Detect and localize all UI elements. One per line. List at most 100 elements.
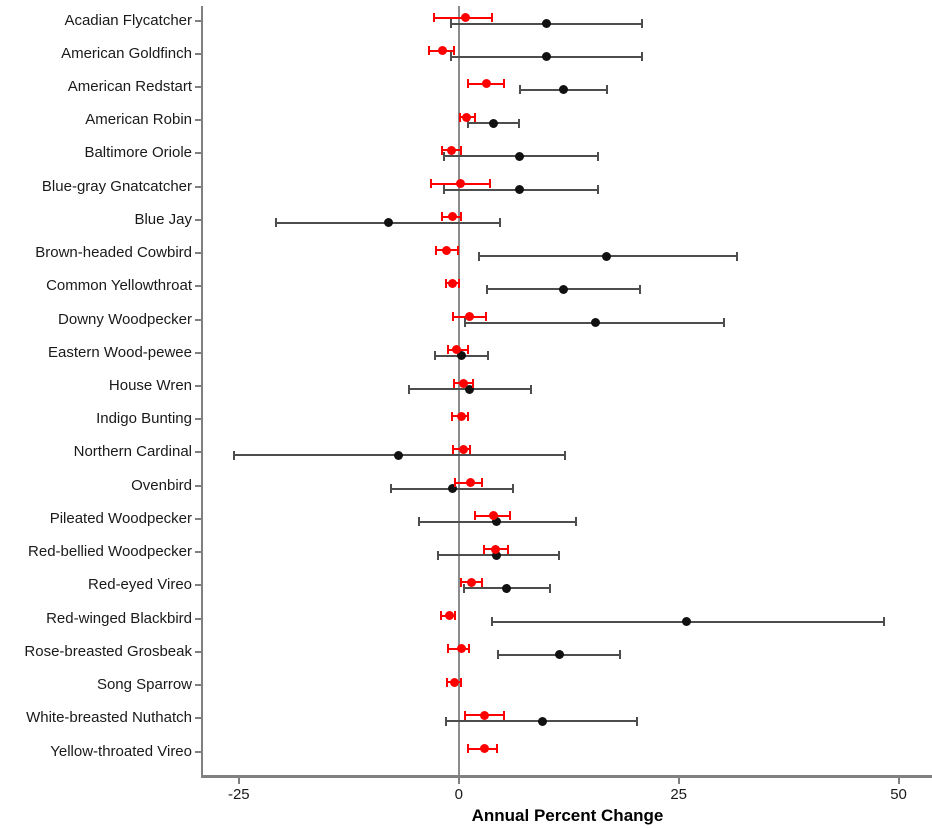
ci-cap-right-black — [596, 185, 599, 195]
ci-cap-right-red — [488, 179, 491, 189]
estimate-dot-black — [555, 650, 565, 660]
ci-cap-right-black — [486, 351, 489, 361]
ci-cap-right-black — [723, 318, 726, 328]
ci-cap-left-red — [466, 744, 469, 753]
species-label: Common Yellowthroat — [46, 277, 192, 295]
y-axis-tick — [195, 684, 202, 687]
ci-cap-right-red — [471, 378, 474, 388]
ci-cap-left-red — [441, 212, 444, 222]
ci-cap-left-black — [519, 85, 522, 95]
y-axis-tick — [195, 218, 202, 221]
x-axis-tick-label: 50 — [890, 786, 907, 803]
y-axis-tick — [195, 584, 202, 587]
species-label: Blue-gray Gnatcatcher — [41, 177, 192, 195]
ci-cap-left-black — [433, 351, 436, 361]
estimate-dot-red — [449, 677, 459, 687]
estimate-dot-red — [456, 411, 466, 421]
estimate-dot-red — [461, 13, 471, 22]
y-axis-tick — [195, 717, 202, 720]
ci-cap-right-black — [596, 151, 599, 161]
ci-cap-left-black — [445, 716, 448, 726]
estimate-dot-red — [479, 744, 489, 753]
ci-cap-left-black — [232, 450, 235, 460]
y-axis-tick — [195, 484, 202, 487]
ci-cap-right-black — [499, 218, 502, 228]
x-axis-tick — [897, 778, 900, 784]
ci-cap-left-black — [390, 484, 392, 494]
ci-cap-right-red — [468, 644, 471, 654]
ci-cap-right-red — [508, 511, 511, 521]
ci-cap-left-black — [467, 118, 470, 128]
species-label: House Wren — [108, 377, 192, 394]
estimate-dot-red — [444, 611, 454, 621]
species-label: Red-bellied Woodpecker — [28, 543, 192, 561]
species-label: Northern Cardinal — [73, 443, 192, 461]
ci-cap-right-red — [502, 710, 505, 720]
estimate-dot-red — [452, 345, 462, 355]
ci-cap-right-black — [549, 583, 552, 593]
ci-cap-left-black — [418, 517, 421, 527]
ci-cap-right-black — [636, 716, 639, 726]
species-label: Ovenbird — [131, 476, 192, 494]
estimate-dot-black — [501, 583, 511, 593]
ci-cap-right-black — [529, 384, 532, 394]
ci-cap-left-black — [408, 384, 411, 394]
ci-cap-right-black — [640, 19, 643, 28]
ci-cap-right-red — [491, 13, 494, 22]
estimate-dot-red — [456, 644, 466, 654]
ci-cap-right-black — [605, 85, 608, 95]
ci-cap-left-red — [427, 46, 430, 56]
y-axis-tick — [195, 517, 202, 520]
species-label: Brown-headed Cowbird — [35, 244, 192, 262]
species-label: Pileated Woodpecker — [49, 509, 192, 527]
y-axis-tick — [195, 85, 202, 88]
ci-cap-right-black — [558, 550, 561, 560]
estimate-dot-red — [481, 79, 491, 89]
species-label: Acadian Flycatcher — [64, 11, 192, 29]
y-axis-tick — [195, 351, 202, 354]
ci-cap-right-red — [496, 744, 499, 753]
ci-cap-left-black — [436, 550, 439, 560]
y-axis-tick — [195, 617, 202, 620]
ci-cap-left-red — [441, 145, 444, 155]
ci-cap-right-black — [564, 450, 567, 460]
ci-cap-left-black — [491, 617, 494, 627]
ci-cap-left-red — [434, 245, 437, 255]
y-axis-tick — [195, 750, 202, 753]
ci-cap-left-red — [463, 710, 466, 720]
x-axis-line — [201, 775, 932, 778]
estimate-dot-black — [489, 118, 499, 128]
y-axis-tick — [195, 185, 202, 188]
ci-cap-left-red — [447, 644, 450, 654]
ci-cap-left-red — [433, 13, 436, 22]
species-label: Downy Woodpecker — [58, 310, 192, 328]
species-label: Blue Jay — [134, 210, 192, 228]
species-label: American Redstart — [67, 77, 192, 95]
ci-cap-left-black — [442, 185, 445, 195]
estimate-dot-red — [467, 577, 477, 587]
y-axis-line — [201, 6, 203, 775]
ci-cap-right-red — [460, 212, 463, 222]
estimate-dot-black — [383, 218, 393, 228]
ci-cap-right-black — [512, 484, 515, 494]
ci-cap-left-red — [444, 278, 447, 288]
estimate-dot-red — [447, 145, 457, 155]
estimate-dot-black — [394, 450, 404, 460]
ci-cap-right-red — [466, 345, 469, 355]
species-label: Red-eyed Vireo — [88, 576, 192, 594]
ci-cap-left-red — [446, 677, 449, 687]
x-axis-tick — [457, 778, 460, 784]
ci-cap-right-black — [640, 52, 643, 62]
ci-cap-right-red — [473, 112, 476, 122]
estimate-dot-red — [464, 312, 474, 322]
y-axis-tick — [195, 52, 202, 55]
y-axis-tick — [195, 285, 202, 288]
ci-cap-right-red — [456, 245, 459, 255]
estimate-dot-black — [492, 517, 502, 527]
ci-cap-right-red — [457, 278, 460, 288]
ci-cap-left-red — [460, 577, 463, 587]
estimate-dot-red — [448, 212, 458, 222]
estimate-dot-red — [441, 245, 451, 255]
ci-cap-left-red — [458, 112, 461, 122]
